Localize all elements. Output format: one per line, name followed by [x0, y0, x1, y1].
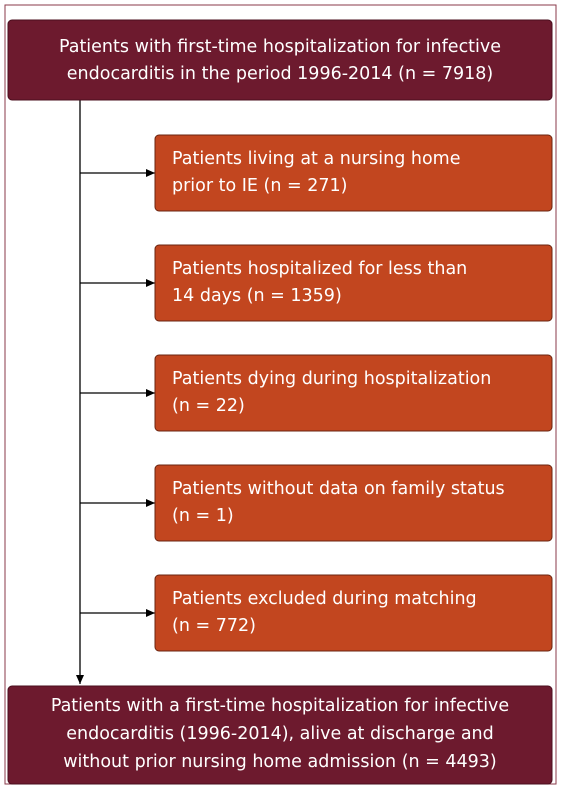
box-text: prior to IE (n = 271) — [172, 176, 347, 196]
box-text: (n = 22) — [172, 396, 245, 416]
exclusion-box — [154, 134, 553, 212]
exclusion-box — [154, 464, 553, 542]
box-text: (n = 772) — [172, 616, 256, 636]
box-text: 14 days (n = 1359) — [172, 286, 342, 306]
end-box — [7, 685, 553, 785]
start-box — [7, 19, 553, 101]
exclusion-box — [154, 354, 553, 432]
box-text: endocarditis in the period 1996-2014 (n … — [67, 64, 493, 84]
exclusion-box — [154, 244, 553, 322]
box-text: endocarditis (1996-2014), alive at disch… — [66, 724, 494, 744]
box-text: Patients living at a nursing home — [172, 149, 461, 169]
box-text: (n = 1) — [172, 506, 234, 526]
box-text: Patients hospitalized for less than — [172, 259, 467, 279]
box-text: without prior nursing home admission (n … — [63, 752, 497, 772]
box-text: Patients without data on family status — [172, 479, 505, 499]
box-text: Patients with a first-time hospitalizati… — [51, 696, 509, 716]
box-text: Patients with first-time hospitalization… — [59, 37, 501, 57]
box-text: Patients excluded during matching — [172, 589, 477, 609]
box-text: Patients dying during hospitalization — [172, 369, 491, 389]
exclusion-box — [154, 574, 553, 652]
